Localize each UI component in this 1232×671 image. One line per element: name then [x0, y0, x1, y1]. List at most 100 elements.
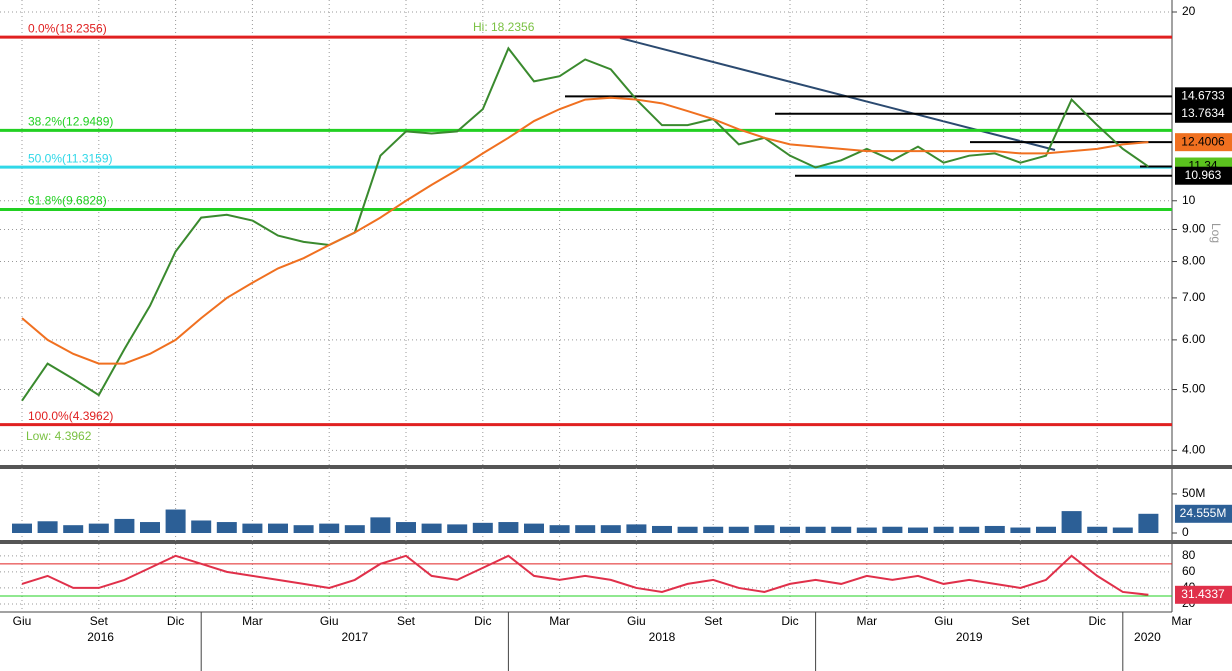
fib-label: 50.0%(11.3159) — [28, 151, 113, 165]
volume-bar — [1112, 527, 1133, 533]
y-tick-label: 80 — [1182, 548, 1196, 562]
y-tick-label: 4.00 — [1182, 442, 1206, 456]
volume-bar — [805, 526, 826, 533]
volume-bar — [959, 526, 980, 533]
volume-bar — [882, 526, 903, 533]
price-box — [1175, 87, 1232, 106]
series-line — [21, 46, 1149, 402]
volume-bar — [856, 527, 877, 533]
volume-bar — [242, 523, 263, 533]
x-tick-label: Dic — [167, 614, 184, 628]
volume-bar — [652, 525, 672, 533]
axis-label: Log — [1209, 223, 1223, 243]
price-box-label: 13.7634 — [1181, 106, 1225, 120]
x-tick-label: Giu — [934, 614, 953, 628]
low-label: Low: 4.3962 — [26, 429, 92, 443]
fib-label: 61.8%(9.6828) — [28, 194, 107, 208]
volume-bar — [626, 524, 647, 533]
volume-bar — [1036, 526, 1056, 533]
x-tick-label: Mar — [856, 614, 877, 628]
x-tick-label: Mar — [1171, 614, 1192, 628]
year-label: 2018 — [649, 630, 676, 644]
volume-bar — [933, 526, 954, 533]
series-line — [21, 96, 1149, 365]
x-tick-label: Dic — [474, 614, 491, 628]
volume-bar — [165, 509, 186, 533]
price-box — [1175, 166, 1232, 185]
rsi-line — [21, 554, 1149, 596]
x-tick-label: Giu — [13, 614, 32, 628]
price-box-label: 14.6733 — [1181, 89, 1225, 103]
y-tick-label: 6.00 — [1182, 332, 1206, 346]
volume-bar — [728, 526, 749, 533]
volume-bar — [37, 521, 58, 533]
volume-bar — [831, 526, 852, 533]
volume-bar — [421, 523, 442, 533]
volume-bar — [524, 523, 544, 533]
y-tick-label: 5.00 — [1182, 382, 1206, 396]
price-box — [1175, 133, 1232, 152]
volume-bar — [780, 526, 800, 533]
y-tick-label: 8.00 — [1182, 254, 1206, 268]
y-tick-label: 60 — [1182, 564, 1196, 578]
fib-label: 38.2%(12.9489) — [28, 115, 113, 129]
volume-bar — [447, 524, 468, 533]
volume-bar — [1061, 511, 1082, 533]
panel-separator — [0, 465, 1232, 469]
x-tick-label: Set — [90, 614, 109, 628]
x-tick-label: Mar — [549, 614, 570, 628]
year-label: 2016 — [87, 630, 114, 644]
value-box — [1175, 504, 1232, 523]
volume-bar — [1138, 513, 1159, 533]
x-tick-label: Set — [704, 614, 723, 628]
year-label: 2019 — [956, 630, 983, 644]
value-label: 31.4337 — [1181, 587, 1225, 601]
volume-bar — [498, 522, 519, 533]
x-tick-label: Set — [1011, 614, 1030, 628]
y-tick-label: 7.00 — [1182, 290, 1206, 304]
volume-bar — [293, 525, 314, 533]
year-label: 2017 — [341, 630, 368, 644]
volume-bar — [88, 523, 109, 533]
volume-bar — [984, 525, 1005, 533]
x-tick-label: Mar — [242, 614, 263, 628]
volume-bar — [268, 523, 288, 533]
hi-label: Hi: 18.2356 — [473, 20, 535, 34]
volume-bar — [216, 522, 237, 533]
x-tick-label: Dic — [781, 614, 798, 628]
volume-bar — [600, 525, 621, 533]
x-tick-label: Giu — [320, 614, 339, 628]
volume-bar — [575, 525, 596, 533]
volume-bar — [140, 522, 160, 533]
volume-bar — [63, 525, 84, 533]
year-label: 2020 — [1134, 630, 1161, 644]
price-box-label: 12.4006 — [1181, 134, 1225, 148]
volume-bar — [191, 520, 212, 533]
volume-bar — [677, 526, 698, 533]
volume-bar — [370, 517, 391, 533]
volume-bar — [396, 522, 416, 533]
volume-bar — [908, 527, 928, 533]
volume-bar — [1010, 527, 1031, 533]
y-tick-label: 50M — [1182, 486, 1205, 500]
fib-label: 0.0%(18.2356) — [28, 21, 107, 35]
volume-bar — [754, 525, 775, 533]
volume-bar — [114, 518, 135, 533]
volume-bar — [1087, 526, 1108, 533]
volume-bar — [549, 525, 570, 533]
panel-separator — [0, 540, 1232, 544]
x-tick-label: Set — [397, 614, 416, 628]
volume-bar — [12, 523, 32, 533]
y-tick-label: 0 — [1182, 525, 1189, 539]
value-box — [1175, 585, 1232, 604]
volume-bar — [319, 523, 340, 533]
fib-label: 100.0%(4.3962) — [28, 409, 113, 423]
volume-bar — [703, 526, 724, 533]
y-tick-label: 20 — [1182, 4, 1196, 18]
volume-bar — [344, 525, 365, 533]
y-tick-label: 10 — [1182, 193, 1196, 207]
volume-bar — [472, 522, 493, 533]
price-box — [1175, 104, 1232, 123]
